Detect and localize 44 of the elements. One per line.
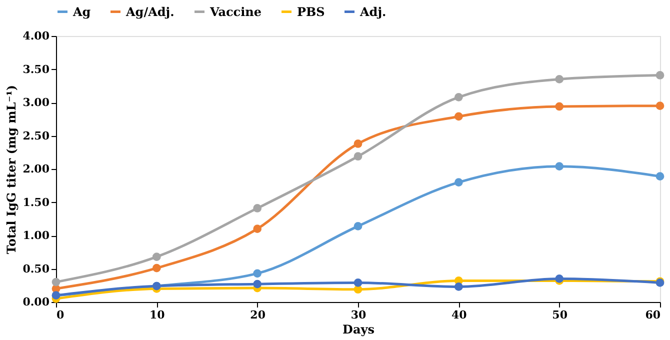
x-axis-title: Days (342, 322, 375, 336)
x-tick-label: 60 (645, 308, 661, 322)
point (253, 269, 262, 278)
point (454, 93, 463, 102)
point (656, 102, 664, 110)
x-tick-label: 0 (56, 308, 64, 322)
legend-label: PBS (297, 4, 325, 19)
point (555, 162, 564, 171)
point (354, 140, 362, 148)
legend-label: Vaccine (209, 4, 262, 19)
point (354, 152, 362, 161)
point (555, 102, 564, 111)
x-tick-label: 20 (250, 308, 266, 322)
y-tick-label: 4.00 (22, 30, 50, 42)
point (555, 75, 564, 84)
point (354, 278, 362, 287)
point (354, 222, 362, 230)
point (152, 264, 161, 272)
point (253, 224, 262, 234)
point (656, 172, 664, 180)
point (454, 282, 463, 291)
legend-label: Adj. (359, 4, 386, 19)
y-tick-label: 2.00 (22, 162, 50, 176)
y-axis-title: Total IgG titer (mg mL⁻¹) (4, 84, 19, 254)
point (152, 252, 161, 261)
point (454, 112, 463, 121)
point (454, 178, 463, 186)
point (52, 278, 60, 286)
point (656, 71, 664, 80)
point (253, 280, 262, 288)
legend-label: Ag/Adj. (125, 4, 174, 19)
x-tick-label: 30 (350, 308, 366, 322)
y-tick-label: 0.50 (22, 262, 50, 276)
legend-label: Ag (72, 4, 92, 19)
x-tick-label: 50 (552, 308, 568, 322)
y-tick-label: 1.50 (22, 196, 50, 209)
y-tick-label: 0.00 (22, 296, 50, 308)
x-tick-label: 10 (150, 308, 166, 322)
y-tick-label: 2.50 (22, 129, 50, 142)
x-tick-label: 40 (452, 308, 468, 322)
y-tick-label: 1.00 (22, 229, 50, 242)
y-tick-label: 3.00 (22, 96, 50, 109)
y-tick-label: 3.50 (22, 62, 50, 76)
point (253, 204, 262, 212)
